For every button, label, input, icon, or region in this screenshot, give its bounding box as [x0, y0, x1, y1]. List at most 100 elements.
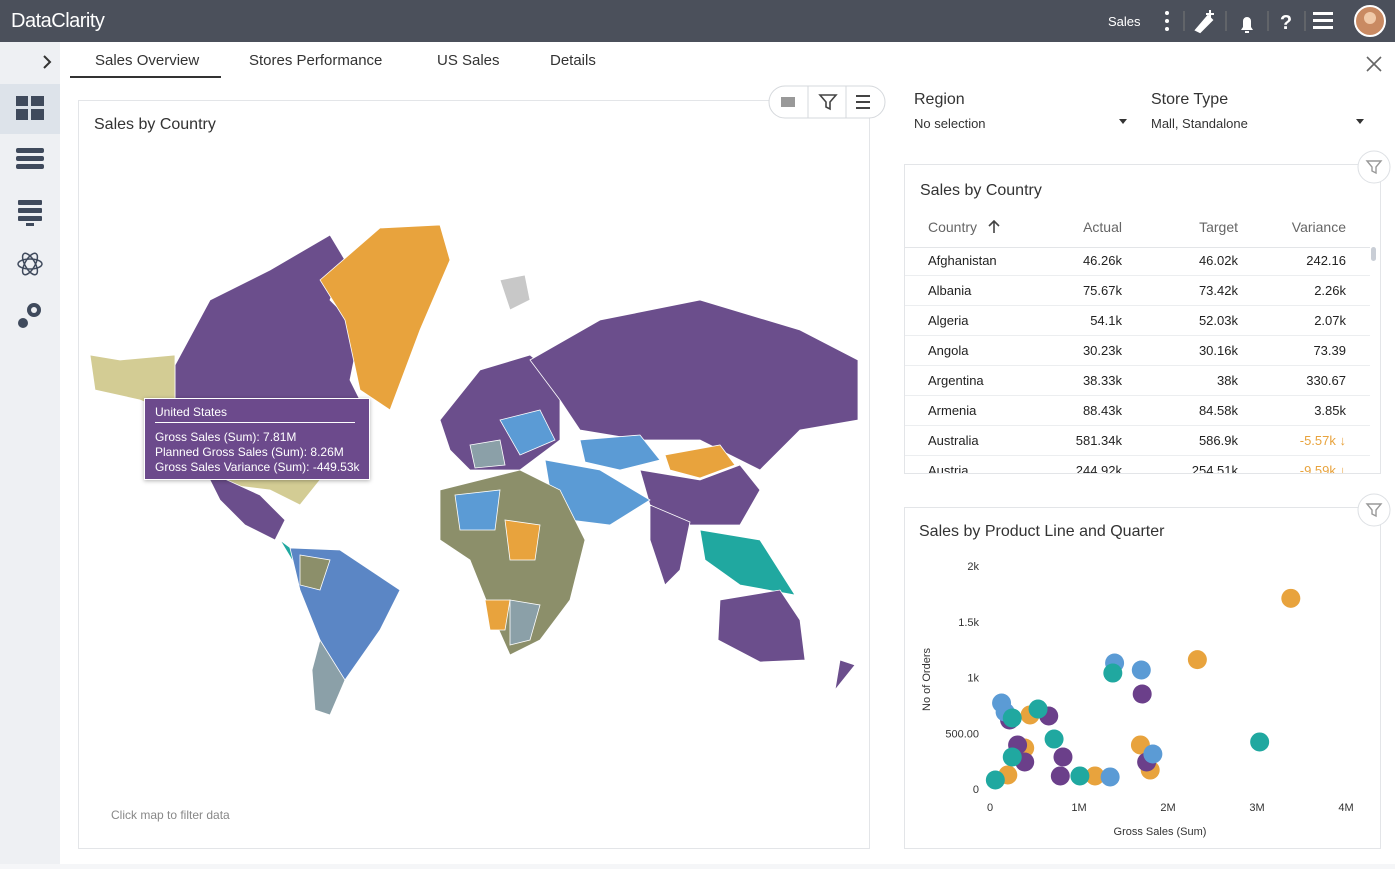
- sidebar: [0, 42, 60, 864]
- tooltip-rule: [155, 422, 355, 423]
- table-cell: 30.16k: [1198, 343, 1238, 358]
- tab[interactable]: Stores Performance: [249, 52, 383, 69]
- country[interactable]: [204, 469, 286, 541]
- row-rule: [905, 275, 1370, 276]
- country[interactable]: [454, 489, 501, 531]
- menu-icon[interactable]: [1313, 12, 1333, 29]
- add-icon[interactable]: [1194, 10, 1214, 34]
- country[interactable]: [469, 439, 506, 469]
- country[interactable]: [579, 434, 661, 471]
- column-header[interactable]: Country: [928, 219, 978, 235]
- country[interactable]: [717, 589, 806, 663]
- table-cell: 254.51k: [1191, 463, 1238, 474]
- bell-icon[interactable]: [1241, 17, 1253, 33]
- filter-value[interactable]: No selection: [914, 116, 986, 131]
- science-icon[interactable]: [17, 251, 43, 277]
- data-point: [1143, 744, 1163, 764]
- user-menu[interactable]: Sales: [1108, 14, 1141, 29]
- data-point: [1131, 660, 1151, 680]
- table-cell: Austria: [928, 463, 969, 474]
- map-tooltip: United States Gross Sales (Sum): 7.81M Pl…: [144, 398, 370, 480]
- country[interactable]: [311, 639, 346, 716]
- map-toolbar: [768, 85, 886, 119]
- scrollbar[interactable]: [1371, 247, 1376, 261]
- data-point: [1002, 708, 1022, 728]
- country[interactable]: [529, 299, 859, 471]
- territory[interactable]: [499, 274, 531, 311]
- table-cell: Angola: [928, 343, 969, 358]
- data-point: [1070, 766, 1090, 786]
- row-rule: [905, 455, 1370, 456]
- filter-value[interactable]: Mall, Standalone: [1151, 116, 1248, 131]
- y-tick-label: 1.5k: [958, 617, 979, 629]
- data-point: [1103, 663, 1123, 683]
- filter-icon[interactable]: [818, 94, 838, 111]
- column-header[interactable]: Target: [1199, 219, 1238, 235]
- y-tick-label: 0: [973, 784, 979, 796]
- chart-filter-button[interactable]: [1357, 493, 1391, 527]
- brand[interactable]: DataClarity: [11, 10, 105, 32]
- table-cell: 46.02k: [1198, 253, 1238, 268]
- kebab-icon[interactable]: [1165, 11, 1169, 31]
- table-cell: Afghanistan: [928, 253, 997, 268]
- country[interactable]: [649, 504, 691, 586]
- data-point: [1028, 699, 1048, 719]
- table-cell: -9.59k ↓: [1299, 463, 1346, 474]
- server-icon[interactable]: [18, 200, 42, 226]
- help-icon[interactable]: ?: [1280, 12, 1292, 34]
- country[interactable]: [174, 234, 361, 421]
- data-icon[interactable]: [16, 148, 44, 169]
- data-point: [1002, 747, 1022, 767]
- sort-ascending-icon[interactable]: [987, 219, 1001, 235]
- menu-icon[interactable]: [856, 95, 870, 109]
- table-cell: Albania: [928, 283, 972, 298]
- table-cell: 244.92k: [1075, 463, 1122, 474]
- panel-title: Sales by Country: [920, 182, 1042, 199]
- x-tick-label: 1M: [1071, 802, 1086, 814]
- tab[interactable]: Sales Overview: [95, 52, 200, 69]
- table-cell: 46.26k: [1082, 253, 1122, 268]
- table-cell: 73.42k: [1198, 283, 1238, 298]
- y-tick-label: 500.00: [945, 728, 979, 740]
- data-point: [985, 770, 1005, 790]
- tab[interactable]: US Sales: [437, 52, 500, 69]
- data-point: [1053, 747, 1073, 767]
- country[interactable]: [664, 444, 736, 479]
- table-cell: 52.03k: [1198, 313, 1238, 328]
- column-header[interactable]: Variance: [1291, 219, 1346, 235]
- filter-label: Region: [914, 91, 965, 108]
- data-point: [1100, 767, 1120, 787]
- active-tab-indicator: [70, 76, 221, 78]
- country[interactable]: [299, 554, 331, 591]
- dropdown-arrow[interactable]: [1356, 119, 1364, 124]
- data-point: [1187, 650, 1207, 670]
- column-header[interactable]: Actual: [1083, 219, 1122, 235]
- table-cell: 75.67k: [1082, 283, 1122, 298]
- row-rule: [905, 305, 1370, 306]
- country[interactable]: [504, 519, 541, 561]
- country[interactable]: [484, 599, 511, 631]
- expand-icon[interactable]: [43, 55, 52, 69]
- dropdown-arrow[interactable]: [1119, 119, 1127, 124]
- map-type-icon[interactable]: [781, 97, 795, 107]
- tab[interactable]: Details: [550, 52, 596, 69]
- data-point: [1281, 588, 1301, 608]
- top-bar: DataClarity Sales ?: [0, 0, 1395, 42]
- table-cell: 30.23k: [1082, 343, 1122, 358]
- table-cell: 242.16: [1306, 253, 1346, 268]
- row-rule: [905, 395, 1370, 396]
- country[interactable]: [319, 224, 451, 411]
- table-cell: -5.57k ↓: [1299, 433, 1346, 448]
- chart-title: Sales by Product Line and Quarter: [919, 523, 1165, 540]
- country[interactable]: [699, 529, 796, 596]
- country[interactable]: [834, 659, 856, 692]
- country[interactable]: [499, 409, 556, 456]
- country[interactable]: [509, 599, 541, 646]
- table-filter-button[interactable]: [1357, 150, 1391, 184]
- dashboard-icon[interactable]: [16, 96, 44, 120]
- settings-icon[interactable]: [18, 303, 41, 328]
- map-hint: Click map to filter data: [111, 808, 230, 822]
- close-icon[interactable]: [1364, 54, 1384, 74]
- y-axis-label: No of Orders: [921, 648, 933, 711]
